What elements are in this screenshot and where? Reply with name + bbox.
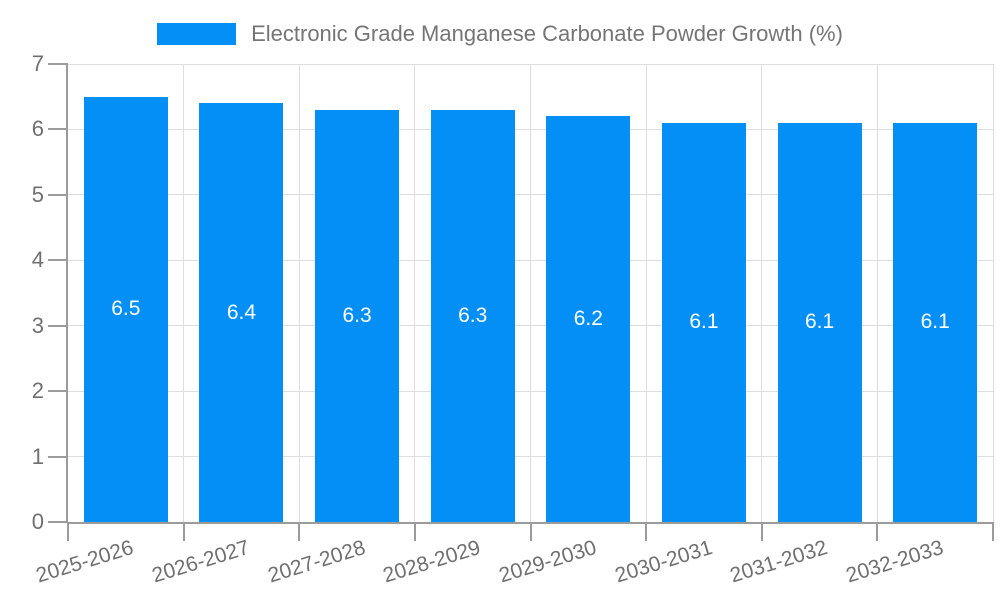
y-axis-tick <box>48 193 68 196</box>
bar[interactable]: 6.1 <box>893 122 978 522</box>
y-axis-label: 4 <box>31 247 44 273</box>
v-gridline <box>298 64 300 522</box>
bar[interactable]: 6.5 <box>83 96 168 522</box>
bar[interactable]: 6.3 <box>315 109 400 522</box>
y-axis-line <box>66 64 68 522</box>
bar[interactable]: 6.1 <box>661 122 746 522</box>
y-axis-label: 0 <box>31 509 44 534</box>
bar[interactable]: 6.2 <box>546 116 631 522</box>
v-gridline <box>761 64 763 522</box>
x-axis-tick <box>529 522 532 541</box>
bar-value-label: 6.1 <box>920 310 950 334</box>
x-axis-tick <box>413 522 416 541</box>
v-gridline <box>183 64 185 522</box>
y-axis-tick <box>48 521 68 523</box>
bar[interactable]: 6.4 <box>199 103 284 522</box>
x-axis-label: 2028-2029 <box>380 536 484 588</box>
y-axis-label: 6 <box>31 116 44 142</box>
y-axis-label: 1 <box>31 443 44 469</box>
legend-item[interactable]: Electronic Grade Manganese Carbonate Pow… <box>0 21 1000 47</box>
y-axis-label: 3 <box>31 312 44 338</box>
x-axis-label: 2029-2030 <box>496 536 600 588</box>
bar-value-label: 6.1 <box>804 310 835 334</box>
bar-value-label: 6.2 <box>573 307 603 331</box>
x-axis-label: 2031-2032 <box>727 536 831 588</box>
x-axis-tick <box>298 522 301 541</box>
bar-value-label: 6.1 <box>689 310 719 334</box>
bar-value-label: 6.4 <box>226 300 257 324</box>
y-axis-tick <box>48 455 68 458</box>
legend-swatch <box>157 23 237 45</box>
x-axis-tick <box>645 522 648 541</box>
y-axis-tick <box>48 63 68 65</box>
v-gridline <box>414 64 416 522</box>
x-axis-line <box>68 522 993 524</box>
x-axis-tick <box>992 522 994 541</box>
bar-value-label: 6.3 <box>342 303 372 327</box>
y-axis-label: 2 <box>31 378 44 404</box>
x-axis-tick <box>760 522 763 541</box>
y-axis-label: 7 <box>31 51 44 76</box>
x-axis-tick <box>67 522 69 541</box>
y-axis-tick <box>48 259 68 262</box>
y-axis-label: 5 <box>31 181 44 207</box>
v-gridline <box>992 64 994 522</box>
x-axis-label: 2032-2033 <box>843 536 946 588</box>
y-axis-tick <box>48 390 68 393</box>
y-axis-tick <box>48 324 68 327</box>
x-axis-label: 2025-2026 <box>33 536 137 588</box>
v-gridline <box>530 64 531 522</box>
bar-value-label: 6.5 <box>111 297 141 321</box>
x-axis-label: 2030-2031 <box>611 536 715 588</box>
bar-value-label: 6.3 <box>458 303 488 327</box>
x-axis-label: 2027-2028 <box>265 536 368 588</box>
v-gridline <box>876 64 878 522</box>
bar[interactable]: 6.3 <box>430 109 515 522</box>
x-axis-tick <box>182 522 185 541</box>
legend-label: Electronic Grade Manganese Carbonate Pow… <box>251 21 843 46</box>
x-axis-tick <box>876 522 879 541</box>
bar[interactable]: 6.1 <box>777 122 862 522</box>
y-axis-tick <box>48 128 68 131</box>
v-gridline <box>645 64 647 522</box>
x-axis-label: 2026-2027 <box>149 536 253 588</box>
